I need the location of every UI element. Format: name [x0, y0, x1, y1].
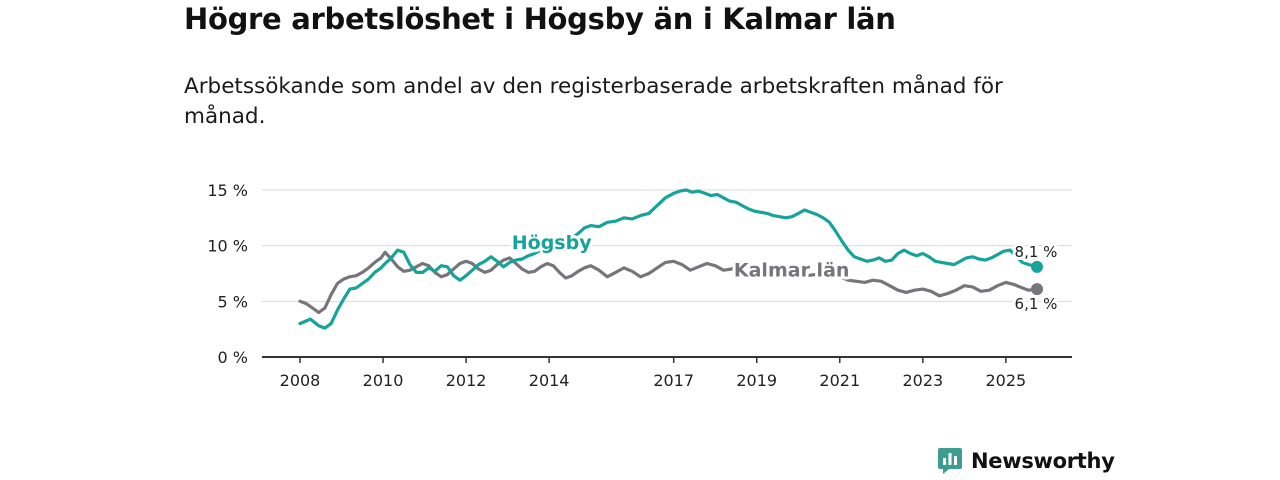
x-tick-label: 2012 — [446, 371, 487, 390]
y-tick-label: 15 % — [207, 181, 248, 200]
series-line-kalmar-lan — [298, 250, 1039, 315]
series-line-hogsby — [298, 188, 1039, 330]
chart-title: Högre arbetslöshet i Högsby än i Kalmar … — [184, 2, 896, 36]
end-label-hogsby: 8,1 % — [1015, 243, 1058, 261]
x-tick-label: 2017 — [653, 371, 694, 390]
chart-subtitle: Arbetssökande som andel av den registerb… — [184, 74, 1003, 129]
x-tick-label: 2008 — [280, 371, 321, 390]
gridlines — [262, 189, 1072, 358]
x-tick-label: 2010 — [363, 371, 404, 390]
newsworthy-logo-icon — [938, 448, 962, 474]
y-tick-label: 10 % — [207, 237, 248, 256]
x-tick-label: 2021 — [819, 371, 860, 390]
series-lines — [298, 188, 1043, 330]
end-point-hogsby — [1031, 260, 1043, 273]
x-tick-label: 2025 — [985, 371, 1026, 390]
x-tick-label: 2019 — [736, 371, 777, 390]
newsworthy-brand: Newsworthy — [937, 447, 1115, 475]
y-axis-ticks: 0 % 5 % 10 % 15 % — [207, 181, 248, 367]
y-tick-label: 0 % — [218, 348, 248, 367]
end-label-kalmar-lan: 6,1 % — [1015, 295, 1058, 313]
y-tick-label: 5 % — [218, 292, 248, 311]
series-labels: Högsby Kalmar län 8,1 % 6,1 % — [509, 229, 1061, 316]
series-label-kalmar-lan: Kalmar län — [734, 259, 850, 281]
end-point-kalmar-lan — [1031, 283, 1043, 296]
x-tick-label: 2023 — [902, 371, 943, 390]
brand-name: Newsworthy — [971, 449, 1115, 473]
series-label-hogsby: Högsby — [512, 232, 592, 254]
x-tick-label: 2014 — [529, 371, 570, 390]
x-axis-ticks: 2008 2010 2012 2014 2017 2019 2021 2023 2025 — [280, 357, 1026, 390]
